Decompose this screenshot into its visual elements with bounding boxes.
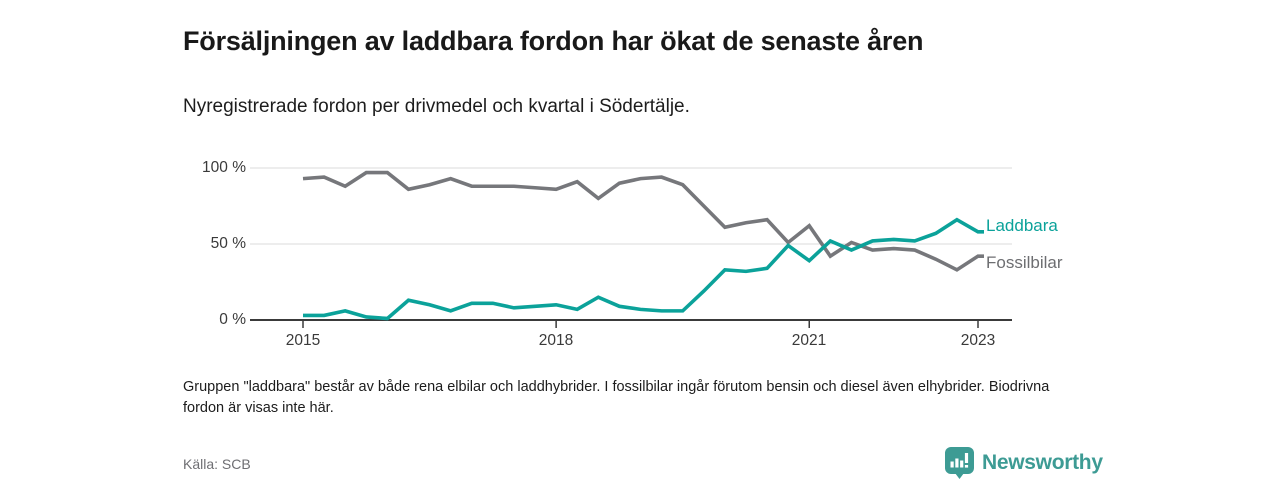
chart-subtitle: Nyregistrerade fordon per drivmedel och … [183, 96, 690, 117]
page-title: Försäljningen av laddbara fordon har öka… [183, 26, 924, 57]
source-label: Källa: SCB [183, 456, 251, 472]
bar-chart-bubble-icon [945, 447, 974, 479]
x-axis-tick-label: 2021 [791, 332, 827, 349]
x-axis-tick-label: 2018 [538, 332, 574, 349]
y-axis-tick-label: 50 % [210, 235, 246, 252]
y-axis-tick-label: 0 % [219, 311, 246, 328]
newsworthy-logo: Newsworthy [944, 446, 1103, 480]
y-axis-tick-label: 100 % [202, 159, 246, 176]
series-label-laddbara: Laddbara [986, 216, 1058, 235]
chart-footnote: Gruppen "laddbara" består av både rena e… [183, 379, 1050, 417]
logo-wordmark: Newsworthy [982, 451, 1103, 474]
x-axis-tick-label: 2015 [285, 332, 321, 349]
series-label-fossilbilar: Fossilbilar [986, 253, 1063, 272]
x-axis-tick-label: 2023 [960, 332, 996, 349]
